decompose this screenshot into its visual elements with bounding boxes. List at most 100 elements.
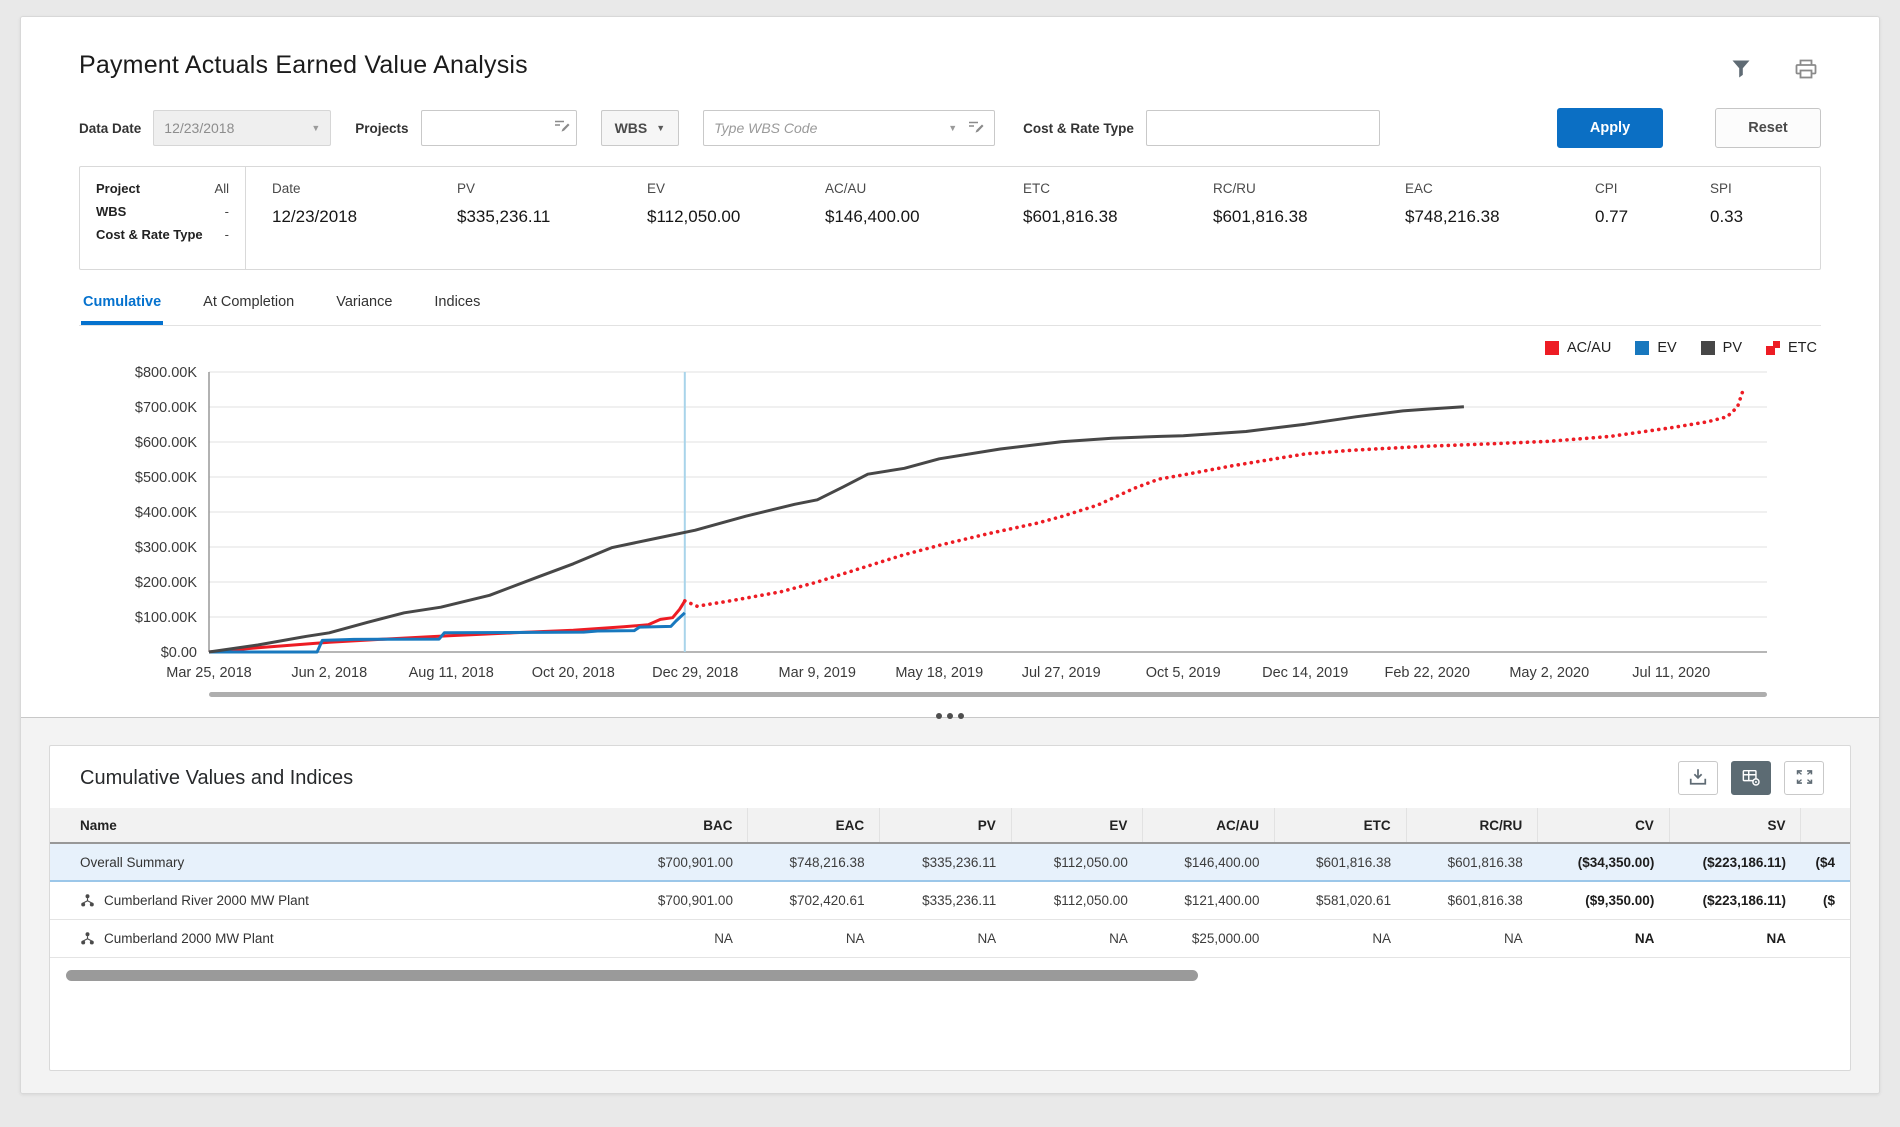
project-node-icon xyxy=(80,931,95,946)
svg-text:$500.00K: $500.00K xyxy=(135,470,197,486)
row-name: Overall Summary xyxy=(80,854,185,870)
summary-cost-rate-value: - xyxy=(224,227,229,242)
chevron-down-icon: ▼ xyxy=(656,122,666,133)
metric-etc-value: $601,816.38 xyxy=(1023,207,1118,226)
grid-settings-button[interactable] xyxy=(1731,761,1771,795)
cell-acau: $25,000.00 xyxy=(1142,919,1275,958)
cell-pv: $335,236.11 xyxy=(879,881,1012,920)
legend-item-pv[interactable]: PV xyxy=(1700,340,1742,356)
svg-text:Dec 14, 2019: Dec 14, 2019 xyxy=(1262,665,1348,681)
panel-splitter[interactable] xyxy=(21,713,1879,733)
row-name: Cumberland River 2000 MW Plant xyxy=(104,892,309,908)
col-header-cv[interactable]: CV xyxy=(1537,808,1670,844)
chart-section: AC/AU EV PV ETC $800.00K $700.00K $600.00K… xyxy=(21,326,1879,717)
legend-item-etc[interactable]: ETC xyxy=(1766,340,1817,356)
col-header-sv[interactable]: SV xyxy=(1669,808,1802,844)
summary-wbs-label: WBS xyxy=(96,204,127,219)
picker-icon[interactable] xyxy=(967,119,984,137)
acau-swatch-icon xyxy=(1544,341,1559,355)
bottom-section: Cumulative Values and Indices xyxy=(21,733,1879,1093)
summary-wbs-value: - xyxy=(224,204,229,219)
svg-text:Dec 29, 2018: Dec 29, 2018 xyxy=(652,665,738,681)
svg-text:Aug 11, 2018: Aug 11, 2018 xyxy=(409,665,494,681)
picker-icon[interactable] xyxy=(553,118,570,138)
svg-text:$600.00K: $600.00K xyxy=(135,435,197,451)
wbs-code-combobox[interactable]: ▼ xyxy=(703,110,996,146)
scrollbar-thumb[interactable] xyxy=(66,969,1198,981)
export-button[interactable] xyxy=(1678,761,1718,795)
filter-button[interactable] xyxy=(1727,55,1755,86)
cell-cut xyxy=(1800,919,1850,958)
svg-text:Mar 25, 2018: Mar 25, 2018 xyxy=(166,665,251,681)
cost-rate-type-input[interactable] xyxy=(1145,110,1380,146)
svg-text:$200.00K: $200.00K xyxy=(135,575,197,591)
projects-input[interactable] xyxy=(420,110,577,146)
grid-title: Cumulative Values and Indices xyxy=(80,766,354,789)
tab-variance[interactable]: Variance xyxy=(336,294,393,310)
cell-cv: ($9,350.00) xyxy=(1537,881,1670,920)
col-header-pv[interactable]: PV xyxy=(879,808,1012,844)
wbs-dropdown-button[interactable]: WBS ▼ xyxy=(600,110,680,146)
data-date-label: Data Date xyxy=(79,120,142,136)
metric-eac-value: $748,216.38 xyxy=(1405,207,1500,226)
cell-bac: $700,901.00 xyxy=(616,843,748,882)
apply-button[interactable]: Apply xyxy=(1557,108,1663,148)
print-button[interactable] xyxy=(1791,55,1821,86)
cell-pv: $335,236.11 xyxy=(879,843,1012,882)
cell-ev: $112,050.00 xyxy=(1011,843,1143,882)
cell-eac: NA xyxy=(747,919,880,958)
svg-text:Feb 22, 2020: Feb 22, 2020 xyxy=(1385,665,1470,681)
col-header-acau[interactable]: AC/AU xyxy=(1142,808,1275,844)
expand-button[interactable] xyxy=(1784,761,1824,795)
drag-dots-icon[interactable] xyxy=(928,711,972,721)
legend-item-ev[interactable]: EV xyxy=(1635,340,1677,356)
earned-value-line-chart: $800.00K $700.00K $600.00K $500.00K $400.00K… xyxy=(135,365,1767,697)
metric-pv-label: PV xyxy=(457,181,476,196)
filter-bar: Data Date 12/23/2018 ▼ Projects WBS ▼ xyxy=(79,108,1821,148)
reset-button[interactable]: Reset xyxy=(1715,108,1821,148)
download-icon xyxy=(1688,767,1708,789)
cell-etc: $601,816.38 xyxy=(1274,843,1407,882)
col-header-etc[interactable]: ETC xyxy=(1274,808,1407,844)
legend-item-acau[interactable]: AC/AU xyxy=(1544,340,1611,356)
legend-ev-label: EV xyxy=(1657,340,1677,356)
col-header-rcru[interactable]: RC/RU xyxy=(1406,808,1539,844)
svg-text:$100.00K: $100.00K xyxy=(135,610,197,626)
legend-etc-label: ETC xyxy=(1788,340,1817,356)
legend-pv-label: PV xyxy=(1722,340,1742,356)
col-header-name[interactable]: Name xyxy=(50,808,617,844)
ev-swatch-icon xyxy=(1635,341,1650,355)
top-section: Payment Actuals Earned Value Analysis xyxy=(21,17,1879,326)
col-header-ev[interactable]: EV xyxy=(1011,808,1144,844)
cell-bac: NA xyxy=(616,919,748,958)
tab-cumulative[interactable]: Cumulative xyxy=(81,286,164,325)
col-header-bac[interactable]: BAC xyxy=(616,808,749,844)
metric-acau-label: AC/AU xyxy=(825,181,867,196)
metric-cpi-value: 0.77 xyxy=(1595,207,1629,226)
wbs-code-input[interactable] xyxy=(714,120,939,136)
table-horizontal-scrollbar[interactable] xyxy=(66,969,1834,981)
cell-eac: $702,420.61 xyxy=(747,881,880,920)
tab-at-completion[interactable]: At Completion xyxy=(203,294,295,310)
svg-text:Mar 9, 2019: Mar 9, 2019 xyxy=(779,665,856,681)
table-row-cumberland-river[interactable]: Cumberland River 2000 MW Plant $700,901.… xyxy=(50,881,1850,920)
cell-cut: ($ xyxy=(1800,881,1850,920)
svg-text:$0.00: $0.00 xyxy=(161,645,197,661)
data-date-select[interactable]: 12/23/2018 ▼ xyxy=(153,110,332,146)
cell-etc: NA xyxy=(1274,919,1407,958)
svg-text:Jul 11, 2020: Jul 11, 2020 xyxy=(1632,665,1710,681)
cell-pv: NA xyxy=(879,919,1012,958)
chart-scrollbar[interactable] xyxy=(209,692,1767,697)
col-header-eac[interactable]: EAC xyxy=(747,808,881,844)
cell-ev: NA xyxy=(1011,919,1143,958)
summary-project-value: All xyxy=(214,181,229,196)
metric-pv-value: $335,236.11 xyxy=(457,207,551,226)
metric-date-label: Date xyxy=(272,181,301,196)
table-row-cumberland[interactable]: Cumberland 2000 MW Plant NA NA NA NA $25… xyxy=(50,919,1850,958)
cell-sv: NA xyxy=(1669,919,1801,958)
table-row-overall-summary[interactable]: Overall Summary $700,901.00 $748,216.38 … xyxy=(50,843,1850,882)
pv-swatch-icon xyxy=(1700,341,1715,355)
chart-legend: AC/AU EV PV ETC xyxy=(67,340,1829,356)
cell-rcru: $601,816.38 xyxy=(1406,881,1538,920)
tab-indices[interactable]: Indices xyxy=(434,294,481,310)
